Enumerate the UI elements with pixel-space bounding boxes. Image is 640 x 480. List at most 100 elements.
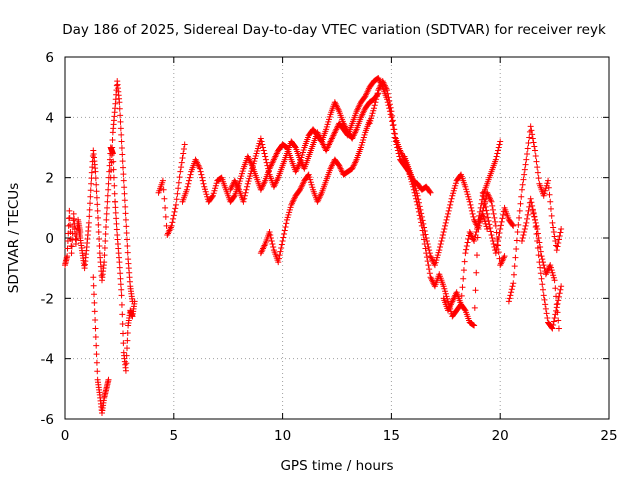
data-point-interp xyxy=(513,237,520,244)
data-point-interp xyxy=(525,139,532,146)
data-point-interp xyxy=(108,159,115,166)
data-point-interp xyxy=(120,340,127,347)
data-point-interp xyxy=(95,221,102,228)
data-point-interp xyxy=(542,185,549,192)
data-point-interp xyxy=(117,125,124,132)
data-point-interp xyxy=(433,257,440,264)
data-point xyxy=(527,123,534,130)
data-point-interp xyxy=(481,215,488,222)
data-point xyxy=(410,177,417,184)
data-point xyxy=(279,238,286,245)
data-point-interp xyxy=(291,143,298,150)
data-point xyxy=(92,325,99,332)
data-point-interp xyxy=(490,210,497,217)
data-point-interp xyxy=(373,93,380,100)
data-point-interp xyxy=(426,188,433,195)
data-point-interp xyxy=(361,94,368,101)
data-point xyxy=(253,150,260,157)
x-tick-label: 20 xyxy=(492,428,509,444)
data-point xyxy=(159,177,166,184)
data-point-interp xyxy=(180,146,187,153)
data-point-interp xyxy=(496,141,503,148)
data-point-interp xyxy=(458,292,465,299)
data-point xyxy=(466,198,473,205)
data-point-interp xyxy=(469,321,476,328)
series-b xyxy=(75,144,119,284)
data-point-interp xyxy=(411,182,418,189)
data-point-interp xyxy=(239,168,246,175)
data-point-interp xyxy=(361,131,368,138)
data-point xyxy=(249,165,256,172)
data-point-interp xyxy=(517,200,524,207)
data-point-interp xyxy=(442,288,449,295)
data-point-interp xyxy=(121,184,128,191)
series-f xyxy=(155,141,188,238)
data-point-interp xyxy=(423,254,430,261)
data-point xyxy=(449,192,456,199)
data-point-interp xyxy=(250,160,257,167)
data-point xyxy=(116,259,123,266)
data-point-interp xyxy=(117,281,124,288)
data-point-interp xyxy=(124,337,131,344)
data-point xyxy=(484,225,491,232)
data-point-interp xyxy=(91,291,98,298)
data-point-interp xyxy=(481,218,488,225)
data-point-interp xyxy=(539,259,546,266)
data-point-interp xyxy=(482,220,489,227)
data-point-interp xyxy=(106,156,113,163)
data-point-interp xyxy=(534,230,541,237)
data-point xyxy=(549,325,556,332)
data-point-interp xyxy=(441,285,448,292)
data-point-interp xyxy=(426,247,433,254)
data-point xyxy=(518,238,525,245)
data-point-interp xyxy=(526,203,533,210)
x-tick-label: 10 xyxy=(274,428,291,444)
data-point xyxy=(471,238,478,245)
data-point-interp xyxy=(489,202,496,209)
data-point xyxy=(547,262,554,269)
data-point xyxy=(196,165,203,172)
data-point-interp xyxy=(370,107,377,114)
data-point-interp xyxy=(424,258,431,265)
data-point-interp xyxy=(538,275,545,282)
data-point-interp xyxy=(282,223,289,230)
data-point-interp xyxy=(385,94,392,101)
series-n xyxy=(505,123,565,305)
data-point-interp xyxy=(484,214,491,221)
series-m xyxy=(479,189,517,257)
data-point-interp xyxy=(461,258,468,265)
data-point-interp xyxy=(442,222,449,229)
data-point-interp xyxy=(96,243,103,250)
data-point-interp xyxy=(91,299,98,306)
data-point-interp xyxy=(324,121,331,128)
data-point-interp xyxy=(241,195,248,202)
series-k xyxy=(401,153,508,269)
data-point-interp xyxy=(489,235,496,241)
data-point-interp xyxy=(495,144,502,151)
data-point-interp xyxy=(325,118,332,125)
data-point-interp xyxy=(66,214,73,221)
data-point-interp xyxy=(511,263,518,270)
data-point-interp xyxy=(489,238,496,245)
data-point-interp xyxy=(251,158,258,165)
data-point-interp xyxy=(413,187,420,194)
data-point-interp xyxy=(524,151,531,158)
data-point-interp xyxy=(112,204,119,211)
data-point xyxy=(101,259,108,266)
data-point-interp xyxy=(550,321,557,328)
data-point xyxy=(118,138,125,145)
data-point xyxy=(427,189,434,196)
data-point-interp xyxy=(548,267,555,274)
data-point-interp xyxy=(441,225,448,232)
data-point xyxy=(510,222,517,229)
data-point-interp xyxy=(94,201,101,208)
data-point-interp xyxy=(499,215,506,222)
data-point xyxy=(88,180,95,187)
data-point xyxy=(497,138,504,145)
data-point-interp xyxy=(557,229,564,236)
data-point-interp xyxy=(470,321,477,328)
data-point-interp xyxy=(387,104,394,111)
data-point-interp xyxy=(261,150,268,157)
data-point-interp xyxy=(391,126,398,133)
